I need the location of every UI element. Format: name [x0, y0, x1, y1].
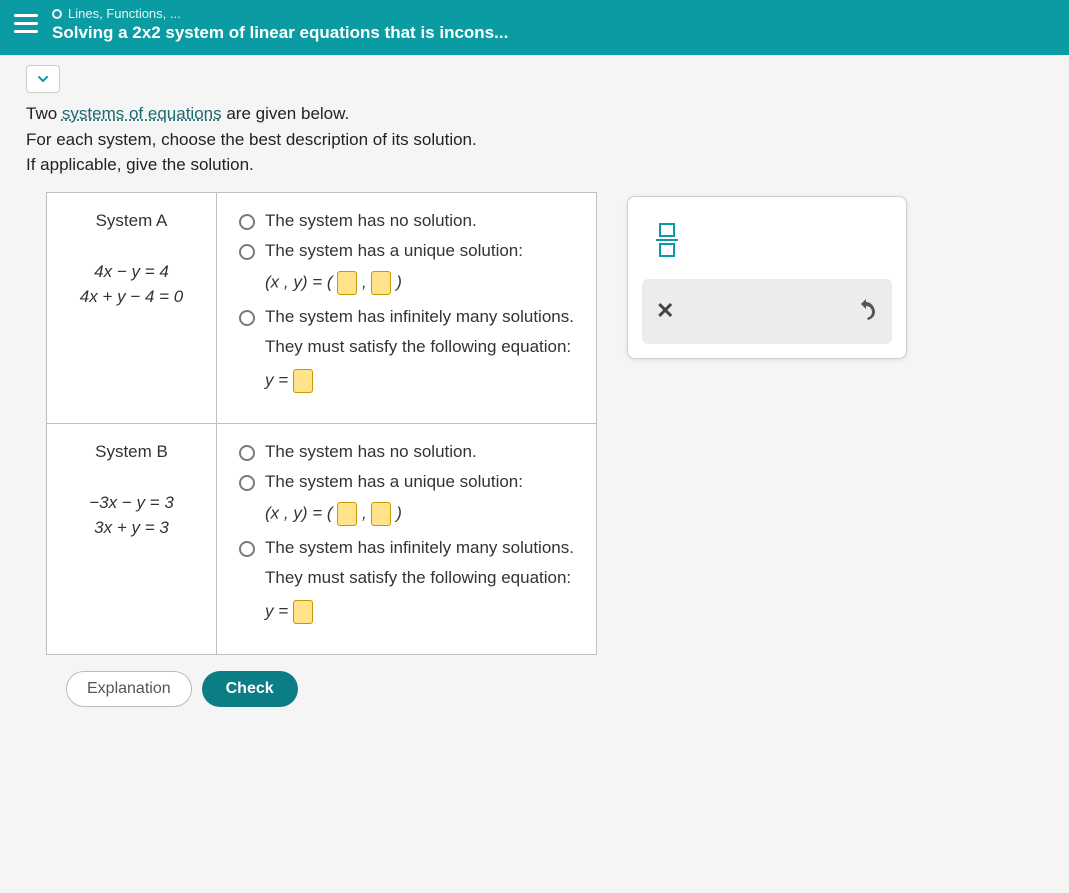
intro-line1-post: are given below.	[222, 104, 350, 123]
system-a-eq2: 4x + y − 4 = 0	[69, 284, 194, 310]
breadcrumb-label: Lines, Functions, ...	[68, 6, 181, 21]
system-a-infinite-label: The system has infinitely many solutions…	[265, 307, 574, 327]
system-a-title: System A	[69, 211, 194, 231]
system-b-no-solution-label: The system has no solution.	[265, 442, 477, 462]
system-b-eq2: 3x + y = 3	[69, 515, 194, 541]
system-a-unique-label: The system has a unique solution:	[265, 241, 523, 261]
system-b-radio-no-solution[interactable]	[239, 445, 255, 461]
collapse-toggle[interactable]	[26, 65, 60, 93]
clear-button[interactable]: ✕	[656, 298, 674, 324]
system-a-y-input[interactable]	[371, 271, 391, 295]
systems-of-equations-link[interactable]: systems of equations	[62, 104, 222, 123]
breadcrumb: Lines, Functions, ...	[52, 6, 508, 21]
system-b-y-input[interactable]	[371, 502, 391, 526]
system-b-options: The system has no solution. The system h…	[217, 423, 597, 654]
page-title: Solving a 2x2 system of linear equations…	[52, 23, 508, 43]
reset-button[interactable]	[854, 297, 878, 326]
intro-line3: If applicable, give the solution.	[26, 155, 254, 174]
check-button[interactable]: Check	[202, 671, 298, 707]
system-b-xy-suffix: )	[396, 503, 402, 522]
instructions: Two systems of equations are given below…	[26, 101, 1043, 178]
system-a-radio-unique[interactable]	[239, 244, 255, 260]
system-a-yeq-label: y =	[265, 370, 288, 389]
fraction-denominator-icon	[659, 243, 675, 257]
page-header: Lines, Functions, ... Solving a 2x2 syst…	[0, 0, 1069, 55]
system-a-yeq-input[interactable]	[293, 369, 313, 393]
system-a-xy-sep: ,	[362, 272, 367, 291]
table-row: System B −3x − y = 3 3x + y = 3 The syst…	[47, 423, 597, 654]
system-b-radio-unique[interactable]	[239, 475, 255, 491]
system-b-title: System B	[69, 442, 194, 462]
undo-icon	[854, 297, 878, 321]
system-b-yeq-input[interactable]	[293, 600, 313, 624]
system-b-unique-label: The system has a unique solution:	[265, 472, 523, 492]
fraction-tool-button[interactable]	[648, 219, 686, 261]
intro-line2: For each system, choose the best descrip…	[26, 130, 477, 149]
header-text: Lines, Functions, ... Solving a 2x2 syst…	[52, 6, 508, 43]
system-b-cell: System B −3x − y = 3 3x + y = 3	[47, 423, 217, 654]
system-a-options: The system has no solution. The system h…	[217, 192, 597, 423]
system-b-x-input[interactable]	[337, 502, 357, 526]
system-a-xy-suffix: )	[396, 272, 402, 291]
system-b-infinite-label: The system has infinitely many solutions…	[265, 538, 574, 558]
system-a-radio-no-solution[interactable]	[239, 214, 255, 230]
chevron-down-icon	[35, 71, 51, 87]
fraction-bar-icon	[656, 239, 678, 241]
menu-icon[interactable]	[14, 14, 38, 33]
system-b-eq1: −3x − y = 3	[69, 490, 194, 516]
breadcrumb-dot-icon	[52, 9, 62, 19]
system-b-xy-sep: ,	[362, 503, 367, 522]
tool-panel: ✕	[627, 196, 907, 359]
system-b-yeq-label: y =	[265, 601, 288, 620]
x-icon: ✕	[656, 298, 674, 323]
system-a-cell: System A 4x − y = 4 4x + y − 4 = 0	[47, 192, 217, 423]
intro-line1-pre: Two	[26, 104, 62, 123]
systems-table: System A 4x − y = 4 4x + y − 4 = 0 The s…	[46, 192, 597, 655]
fraction-numerator-icon	[659, 223, 675, 237]
system-a-eq1: 4x − y = 4	[69, 259, 194, 285]
explanation-button[interactable]: Explanation	[66, 671, 192, 707]
system-a-xy-prefix: (x , y) = (	[265, 272, 333, 291]
system-a-infinite-line: They must satisfy the following equation…	[265, 337, 574, 357]
system-b-radio-infinite[interactable]	[239, 541, 255, 557]
system-b-infinite-line: They must satisfy the following equation…	[265, 568, 574, 588]
footer-buttons: Explanation Check	[66, 671, 1043, 707]
system-a-radio-infinite[interactable]	[239, 310, 255, 326]
system-b-xy-prefix: (x , y) = (	[265, 503, 333, 522]
system-a-no-solution-label: The system has no solution.	[265, 211, 477, 231]
table-row: System A 4x − y = 4 4x + y − 4 = 0 The s…	[47, 192, 597, 423]
system-a-x-input[interactable]	[337, 271, 357, 295]
